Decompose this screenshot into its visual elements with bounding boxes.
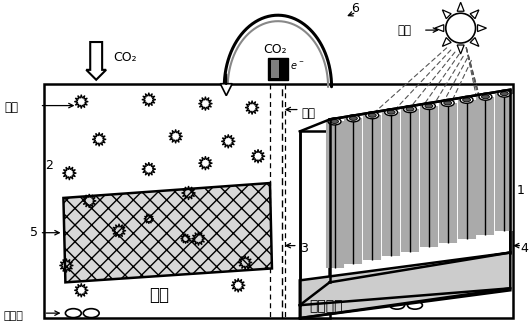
Text: 6: 6 — [352, 2, 359, 15]
Ellipse shape — [463, 98, 471, 102]
Polygon shape — [300, 252, 510, 318]
Polygon shape — [478, 25, 486, 32]
Ellipse shape — [368, 113, 376, 117]
Text: 碱性污水: 碱性污水 — [310, 299, 343, 313]
Text: $^-$: $^-$ — [297, 57, 304, 66]
Text: 5: 5 — [30, 226, 38, 239]
Bar — [271, 60, 279, 78]
Text: 1: 1 — [516, 184, 524, 197]
Text: 光源: 光源 — [397, 24, 411, 37]
Ellipse shape — [406, 107, 414, 111]
Ellipse shape — [65, 309, 81, 318]
Text: CO₂: CO₂ — [113, 51, 137, 64]
Ellipse shape — [441, 100, 454, 107]
Text: 污水: 污水 — [149, 286, 169, 304]
FancyArrow shape — [86, 42, 106, 80]
Ellipse shape — [330, 120, 338, 124]
Polygon shape — [470, 10, 479, 19]
Text: 3: 3 — [300, 242, 307, 255]
Ellipse shape — [481, 95, 489, 99]
Text: 导线: 导线 — [302, 107, 316, 120]
Ellipse shape — [84, 309, 99, 318]
Bar — [268, 58, 288, 80]
Ellipse shape — [347, 115, 360, 122]
Polygon shape — [443, 38, 451, 46]
Text: 孔碘: 孔碘 — [5, 101, 19, 114]
Text: CO₂: CO₂ — [263, 44, 287, 57]
Ellipse shape — [366, 112, 379, 119]
Ellipse shape — [404, 106, 417, 113]
Circle shape — [446, 13, 476, 43]
Text: 4: 4 — [520, 242, 528, 255]
Bar — [44, 84, 513, 318]
Ellipse shape — [389, 301, 404, 309]
Ellipse shape — [422, 103, 435, 110]
Ellipse shape — [460, 96, 473, 103]
Polygon shape — [457, 2, 464, 11]
Ellipse shape — [408, 301, 422, 309]
Ellipse shape — [385, 109, 397, 116]
FancyArrow shape — [220, 74, 232, 96]
Text: 2: 2 — [46, 159, 53, 172]
Ellipse shape — [425, 104, 433, 108]
Ellipse shape — [387, 110, 395, 114]
Polygon shape — [470, 38, 479, 46]
Ellipse shape — [498, 90, 511, 97]
Ellipse shape — [328, 118, 341, 125]
Text: 搞拌子: 搞拌子 — [4, 311, 24, 321]
Ellipse shape — [350, 117, 358, 120]
Polygon shape — [329, 90, 510, 282]
Polygon shape — [63, 183, 272, 282]
Polygon shape — [300, 132, 329, 318]
Polygon shape — [457, 45, 464, 54]
Ellipse shape — [501, 92, 508, 96]
Ellipse shape — [479, 93, 492, 100]
Polygon shape — [443, 10, 451, 19]
Polygon shape — [435, 25, 444, 32]
Text: e: e — [291, 61, 297, 71]
Ellipse shape — [444, 101, 452, 105]
